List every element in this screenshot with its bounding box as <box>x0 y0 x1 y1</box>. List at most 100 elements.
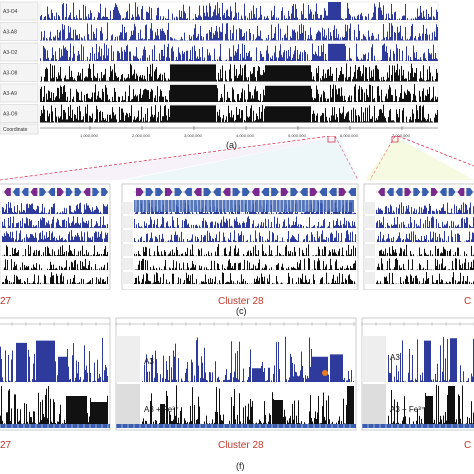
mid-track-top-label: A3 <box>144 357 154 366</box>
gene-arrow <box>439 188 447 196</box>
gene-arrow <box>222 188 231 196</box>
f-signal-bottom <box>388 384 474 424</box>
gene-arrow <box>280 188 289 196</box>
cluster-track-label <box>122 244 133 256</box>
cluster-signal <box>134 216 356 228</box>
cluster-signal <box>134 230 356 242</box>
track-label-box <box>0 104 39 123</box>
gene-arrow <box>378 188 385 196</box>
panel-c-tracks <box>0 183 474 290</box>
cluster-label-left-f: 27 <box>0 440 12 451</box>
gene-arrow <box>164 188 173 196</box>
gene-arrow <box>309 188 318 196</box>
cluster-signal <box>376 216 474 228</box>
mid-track-bottom-label: A3 + Fe³⁺ <box>144 405 179 414</box>
gene-arrow <box>395 188 403 196</box>
gene-arrow <box>290 188 299 196</box>
track-label: A3-O9 <box>3 112 18 118</box>
gene-arrow <box>431 188 438 196</box>
gene-arrow <box>174 188 183 196</box>
right-track-bottom-label: A3 + Fe³⁺ <box>390 405 425 414</box>
gene-arrow <box>271 188 279 196</box>
f-track-label-box-bottom <box>362 384 386 424</box>
track-label-box <box>0 83 39 103</box>
zoom-fill-right <box>365 138 474 180</box>
cluster-label-mid: Cluster 28 <box>218 296 264 307</box>
right-track-top-label: A3 <box>390 353 400 362</box>
f-signal-bottom <box>0 386 108 424</box>
f-gene-strip <box>362 424 474 428</box>
f-track-label-box-bottom <box>116 384 140 424</box>
gene-arrow <box>457 188 465 196</box>
cluster-label-mid-f: Cluster 28 <box>218 440 264 451</box>
gene-arrow <box>232 188 241 196</box>
cluster-signal <box>376 202 474 214</box>
coverage-signal <box>40 84 438 102</box>
cluster-track-label <box>122 230 133 242</box>
axis-tick-label: 7,000,000 <box>392 133 411 138</box>
axis-tick-label: 5,000,000 <box>288 133 307 138</box>
cluster-label-left: 27 <box>0 296 12 307</box>
gene-arrow <box>57 188 64 196</box>
coverage-signal <box>40 2 438 20</box>
track-label: A3-O4 <box>3 9 18 15</box>
cluster-signal <box>376 230 474 242</box>
f-gene-strip <box>0 424 110 428</box>
axis-tick-label: 1,000,000 <box>80 133 99 138</box>
gene-arrow <box>422 188 429 196</box>
cluster-track-label <box>0 202 1 214</box>
cluster-signal <box>2 245 108 256</box>
cluster-signal <box>377 244 474 256</box>
marker-dot <box>322 370 328 376</box>
gene-arrow <box>12 188 20 196</box>
gene-arrow <box>348 188 356 196</box>
cluster-track-label <box>364 244 375 256</box>
cluster-track-label <box>122 216 133 228</box>
cluster-signal <box>376 272 474 284</box>
cluster-track-label <box>122 258 133 270</box>
cluster-track-label <box>364 202 375 214</box>
gene-arrow <box>65 188 73 196</box>
track-label: A3-O2 <box>3 50 18 56</box>
cluster-track-label <box>122 202 133 214</box>
panel-f-label: (f) <box>236 461 245 471</box>
zoom-fill-mid <box>125 138 358 180</box>
zoom-line-4 <box>397 136 474 167</box>
zoom-connectors <box>0 136 474 181</box>
track-label-box <box>0 63 39 82</box>
gene-arrow <box>74 188 82 196</box>
axis-tick-label: 2,000,000 <box>132 133 151 138</box>
track-label-box <box>0 22 39 41</box>
coverage-signal <box>40 63 438 82</box>
panel-f-tracks: A3 A3 + Fe³⁺ A3 A3 + Fe³⁺ <box>0 317 474 431</box>
zoom-box-2 <box>391 136 399 143</box>
track-label: A3-A8 <box>3 30 17 36</box>
f-signal-top <box>388 337 474 382</box>
track-label: A3-O8 <box>3 71 18 77</box>
gene-arrow <box>466 188 474 196</box>
cluster-signal <box>2 272 108 284</box>
gene-arrow <box>21 188 29 196</box>
axis-tick-label: 3,000,000 <box>184 133 203 138</box>
gene-arrow <box>83 188 91 196</box>
f-signal-bottom <box>142 385 354 424</box>
cluster-track-label <box>0 216 1 228</box>
gene-arrow <box>386 188 394 196</box>
gene-arrow <box>261 188 270 196</box>
gene-arrow <box>319 188 328 196</box>
coverage-signal <box>40 104 438 123</box>
zoom-fill-left <box>0 138 335 180</box>
cluster-track-label <box>0 244 1 256</box>
cluster-signal <box>2 216 108 228</box>
f-signal-top <box>142 336 354 382</box>
cluster-track-label <box>0 258 1 270</box>
cluster-signal <box>2 202 108 214</box>
panel-c-label: (c) <box>236 306 247 316</box>
gene-arrow <box>413 188 421 196</box>
axis-label: Coordinate <box>3 127 28 133</box>
panel-a-label: (a) <box>226 140 237 150</box>
gene-arrow <box>300 188 308 196</box>
cluster-label-right: C <box>464 296 472 307</box>
cluster-signal <box>134 244 356 256</box>
gene-arrow <box>213 188 221 196</box>
